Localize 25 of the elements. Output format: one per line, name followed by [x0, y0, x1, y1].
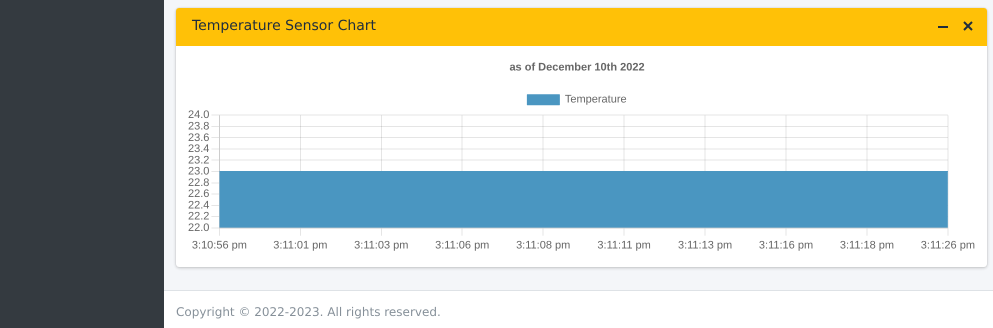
x-tick-label: 3:11:16 pm — [758, 239, 814, 252]
y-tick-label: 23.4 — [188, 143, 210, 156]
y-tick-label: 22.8 — [188, 176, 210, 189]
chart-title: Temperature Sensor Chart — [192, 18, 376, 34]
x-tick-label: 3:11:03 pm — [354, 239, 408, 252]
chart-subtitle: as of December 10th 2022 — [509, 62, 645, 74]
y-tick-label: 23.8 — [188, 120, 210, 132]
x-tick-label: 3:11:08 pm — [516, 239, 570, 252]
x-tick-label: 3:10:56 pm — [192, 239, 247, 252]
y-tick-label: 22.0 — [188, 222, 210, 234]
legend-label: Temperature — [564, 94, 627, 106]
x-tick-label: 3:11:13 pm — [678, 239, 732, 252]
x-tick-label: 3:11:11 pm — [597, 239, 651, 252]
y-tick-label: 23.2 — [188, 154, 210, 166]
y-tick-label: 24.0 — [188, 109, 210, 122]
y-tick-label: 22.2 — [188, 210, 210, 223]
y-tick-label: 23.6 — [188, 132, 210, 144]
y-tick-label: 22.6 — [188, 188, 210, 200]
y-tick-label: 22.4 — [188, 199, 210, 212]
x-tick-label: 3:11:01 pm — [273, 239, 328, 252]
x-tick-label: 3:11:06 pm — [435, 239, 490, 252]
y-tick-label: 23.0 — [188, 166, 210, 178]
text: Copyright © 2022-2023. All rights reserved. — [176, 305, 441, 319]
x-tick-label: 3:11:26 pm — [920, 239, 976, 252]
x-tick-label: 3:11:18 pm — [840, 239, 894, 252]
